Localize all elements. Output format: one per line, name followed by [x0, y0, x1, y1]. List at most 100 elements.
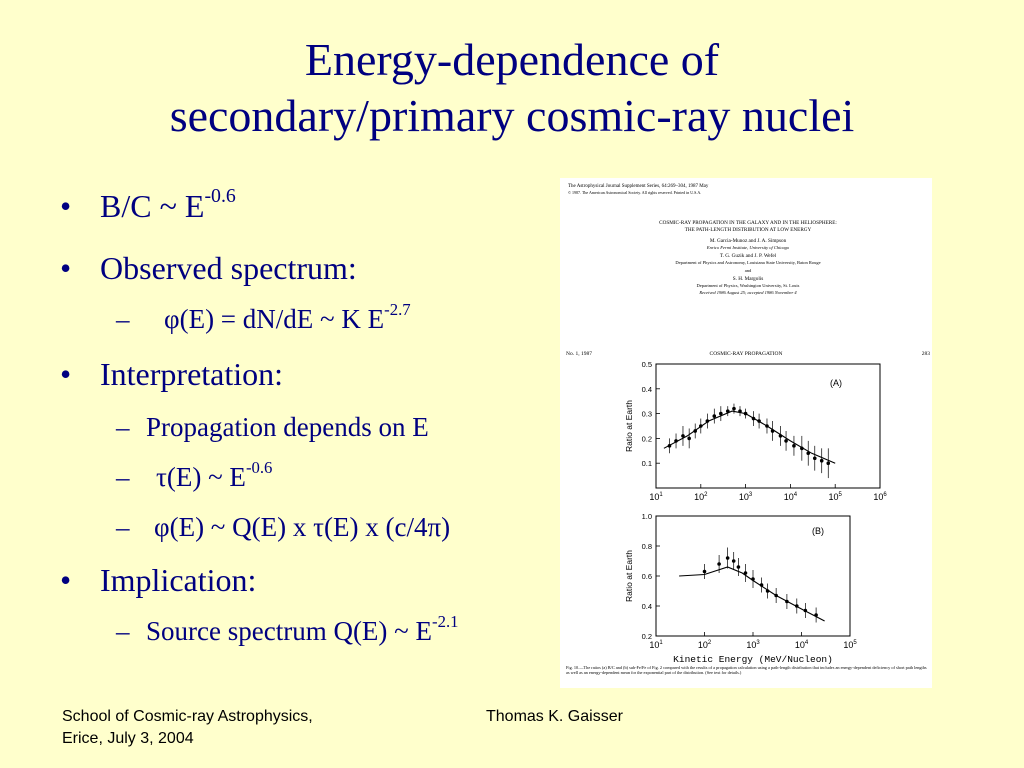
bc-ratio-exponent: -0.6 [204, 185, 236, 208]
data-point [806, 451, 811, 456]
data-point [770, 429, 775, 433]
bc-ratio-text: B/C ~ E [100, 188, 205, 224]
y-tick-label: 0.8 [642, 542, 652, 551]
data-point [725, 409, 730, 413]
x-tick-label: 104 [795, 640, 809, 650]
phi-spectrum-text: φ(E) = dN/dE ~ K E [164, 304, 385, 334]
data-point [819, 458, 824, 463]
y-tick-label: 0.1 [642, 459, 652, 468]
data-point [667, 444, 672, 448]
subbullet-dash: – [116, 462, 130, 492]
chart-panel-b: 101 102 103 104 105 0.2 0.4 0.6 0.8 1.0 Ratio at E… [624, 512, 857, 665]
bullet-dot: • [60, 356, 72, 392]
data-point [814, 613, 818, 617]
x-tick-label: 105 [843, 640, 857, 650]
data-point [736, 565, 741, 569]
source-exponent: -2.1 [432, 612, 459, 632]
x-axis-label: Kinetic Energy (MeV/Nucleon) [673, 654, 833, 665]
y-tick-label: 0.4 [642, 602, 652, 611]
data-point [681, 434, 685, 438]
data-point [757, 419, 761, 423]
y-tick-label: 0.6 [642, 572, 652, 581]
data-point [738, 409, 742, 413]
footer-school-line-1: School of Cosmic-ray Astrophysics, [62, 708, 313, 725]
paper-title-line-1: COSMIC-RAY PROPAGATION IN THE GALAXY AND… [659, 220, 837, 226]
y-tick-label: 0.3 [642, 410, 652, 419]
data-point [812, 456, 817, 461]
y-tick-label: 1.0 [642, 512, 652, 521]
bullet-dot: • [60, 188, 72, 224]
data-point [719, 411, 723, 416]
tau-exponent: -0.6 [245, 458, 273, 478]
data-point [751, 416, 756, 421]
y-axis-label: Ratio at Earth [624, 550, 634, 602]
panel-label: (B) [812, 526, 824, 536]
bullet-dot: • [60, 562, 72, 598]
tau-text: τ(E) ~ E [156, 462, 246, 492]
footer-school-line-2: Erice, July 3, 2004 [62, 730, 194, 747]
paper-caption-box: Fig. 10.—The ratios (a) B/C and (b) sub-… [566, 665, 927, 675]
data-point [778, 434, 783, 438]
paper-authors-1: M. Garcia-Munoz and J. A. Simpson [710, 238, 787, 244]
bullet-dot: • [60, 250, 72, 286]
data-point [800, 446, 804, 451]
y-tick-label: 0.4 [642, 385, 652, 394]
x-tick-exponent: 3 [749, 492, 753, 498]
data-point [743, 571, 748, 575]
x-tick-exponent: 1 [659, 492, 663, 498]
x-tick-exponent: 4 [805, 640, 809, 646]
title-line-1: Energy-dependence of [304, 34, 720, 85]
data-point [794, 604, 799, 608]
x-tick-label: 103 [739, 492, 753, 502]
x-tick-label: 102 [698, 640, 712, 650]
x-tick-label: 104 [784, 492, 798, 502]
x-tick-exponent: 1 [659, 640, 663, 646]
title-line-2: secondary/primary cosmic-ray nuclei [169, 90, 855, 141]
observed-text: Observed spectrum: [100, 250, 357, 286]
data-point [765, 589, 770, 593]
data-point [759, 583, 764, 587]
y-axis-label: Ratio at Earth [624, 400, 634, 452]
data-point [792, 444, 796, 448]
paper-authors-3: S. H. Margolis [733, 276, 763, 282]
data-point [687, 436, 691, 441]
slide-title: Energy-dependence of secondary/primary c… [0, 32, 1024, 144]
paper-figure: The Astrophysical Journal Supplement Ser… [566, 184, 930, 675]
subbullet-dash: – [116, 512, 130, 542]
chart-panel-a: 101 102 103 104 105 106 0.1 0.2 0.3 0.4 0.5 Ratio a… [624, 360, 887, 502]
y-tick-label: 0.2 [642, 632, 652, 641]
phi-spectrum-exponent: -2.7 [384, 300, 411, 320]
x-tick-exponent: 4 [794, 492, 798, 498]
paper-issue: No. 1, 1987 [566, 351, 592, 357]
x-tick-exponent: 2 [704, 492, 708, 498]
model-curve [679, 566, 825, 622]
paper-journal: The Astrophysical Journal Supplement Ser… [568, 184, 709, 189]
x-tick-label: 101 [649, 492, 663, 502]
data-point [774, 593, 778, 598]
x-tick-label: 103 [746, 640, 760, 650]
data-point [693, 429, 698, 433]
implication-text: Implication: [100, 562, 257, 598]
x-tick-label: 105 [829, 492, 843, 502]
data-point [803, 608, 808, 613]
panel-label: (A) [830, 378, 842, 388]
interpretation-text: Interpretation: [100, 356, 284, 392]
data-point [712, 414, 717, 418]
x-tick-exponent: 6 [883, 492, 887, 498]
paper-received: Received 1986 August 25; accepted 1986 N… [698, 290, 797, 295]
paper-title-line-2: THE PATH-LENGTH DISTRIBUTION AT LOW ENER… [685, 227, 812, 233]
data-point [705, 419, 710, 423]
data-point [785, 599, 789, 604]
footer-author: Thomas K. Gaisser [486, 708, 623, 725]
data-point [731, 559, 736, 563]
data-point [784, 439, 788, 443]
footer-school: School of Cosmic-ray Astrophysics, Erice… [62, 706, 313, 750]
paper-copyright: © 1987. The American Astronomical Societ… [568, 190, 701, 195]
data-point [702, 569, 707, 574]
subbullet-dash: – [116, 412, 130, 442]
data-point [751, 577, 755, 581]
x-tick-exponent: 3 [756, 640, 760, 646]
data-point [725, 556, 730, 560]
data-point [674, 439, 678, 443]
